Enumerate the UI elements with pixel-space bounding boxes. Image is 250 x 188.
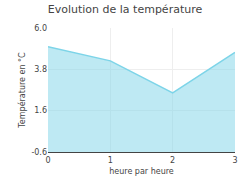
- svg-text:3: 3: [232, 156, 237, 165]
- svg-text:Evolution de la température: Evolution de la température: [48, 3, 203, 16]
- svg-text:heure par heure: heure par heure: [109, 167, 174, 176]
- svg-text:1.6: 1.6: [34, 106, 47, 115]
- svg-text:0: 0: [45, 156, 50, 165]
- svg-text:1: 1: [108, 156, 113, 165]
- svg-text:Température en °C: Température en °C: [17, 52, 27, 129]
- svg-text:2: 2: [170, 156, 175, 165]
- svg-text:6.0: 6.0: [34, 24, 47, 33]
- svg-text:-0.6: -0.6: [31, 148, 47, 157]
- svg-text:3.8: 3.8: [34, 65, 47, 74]
